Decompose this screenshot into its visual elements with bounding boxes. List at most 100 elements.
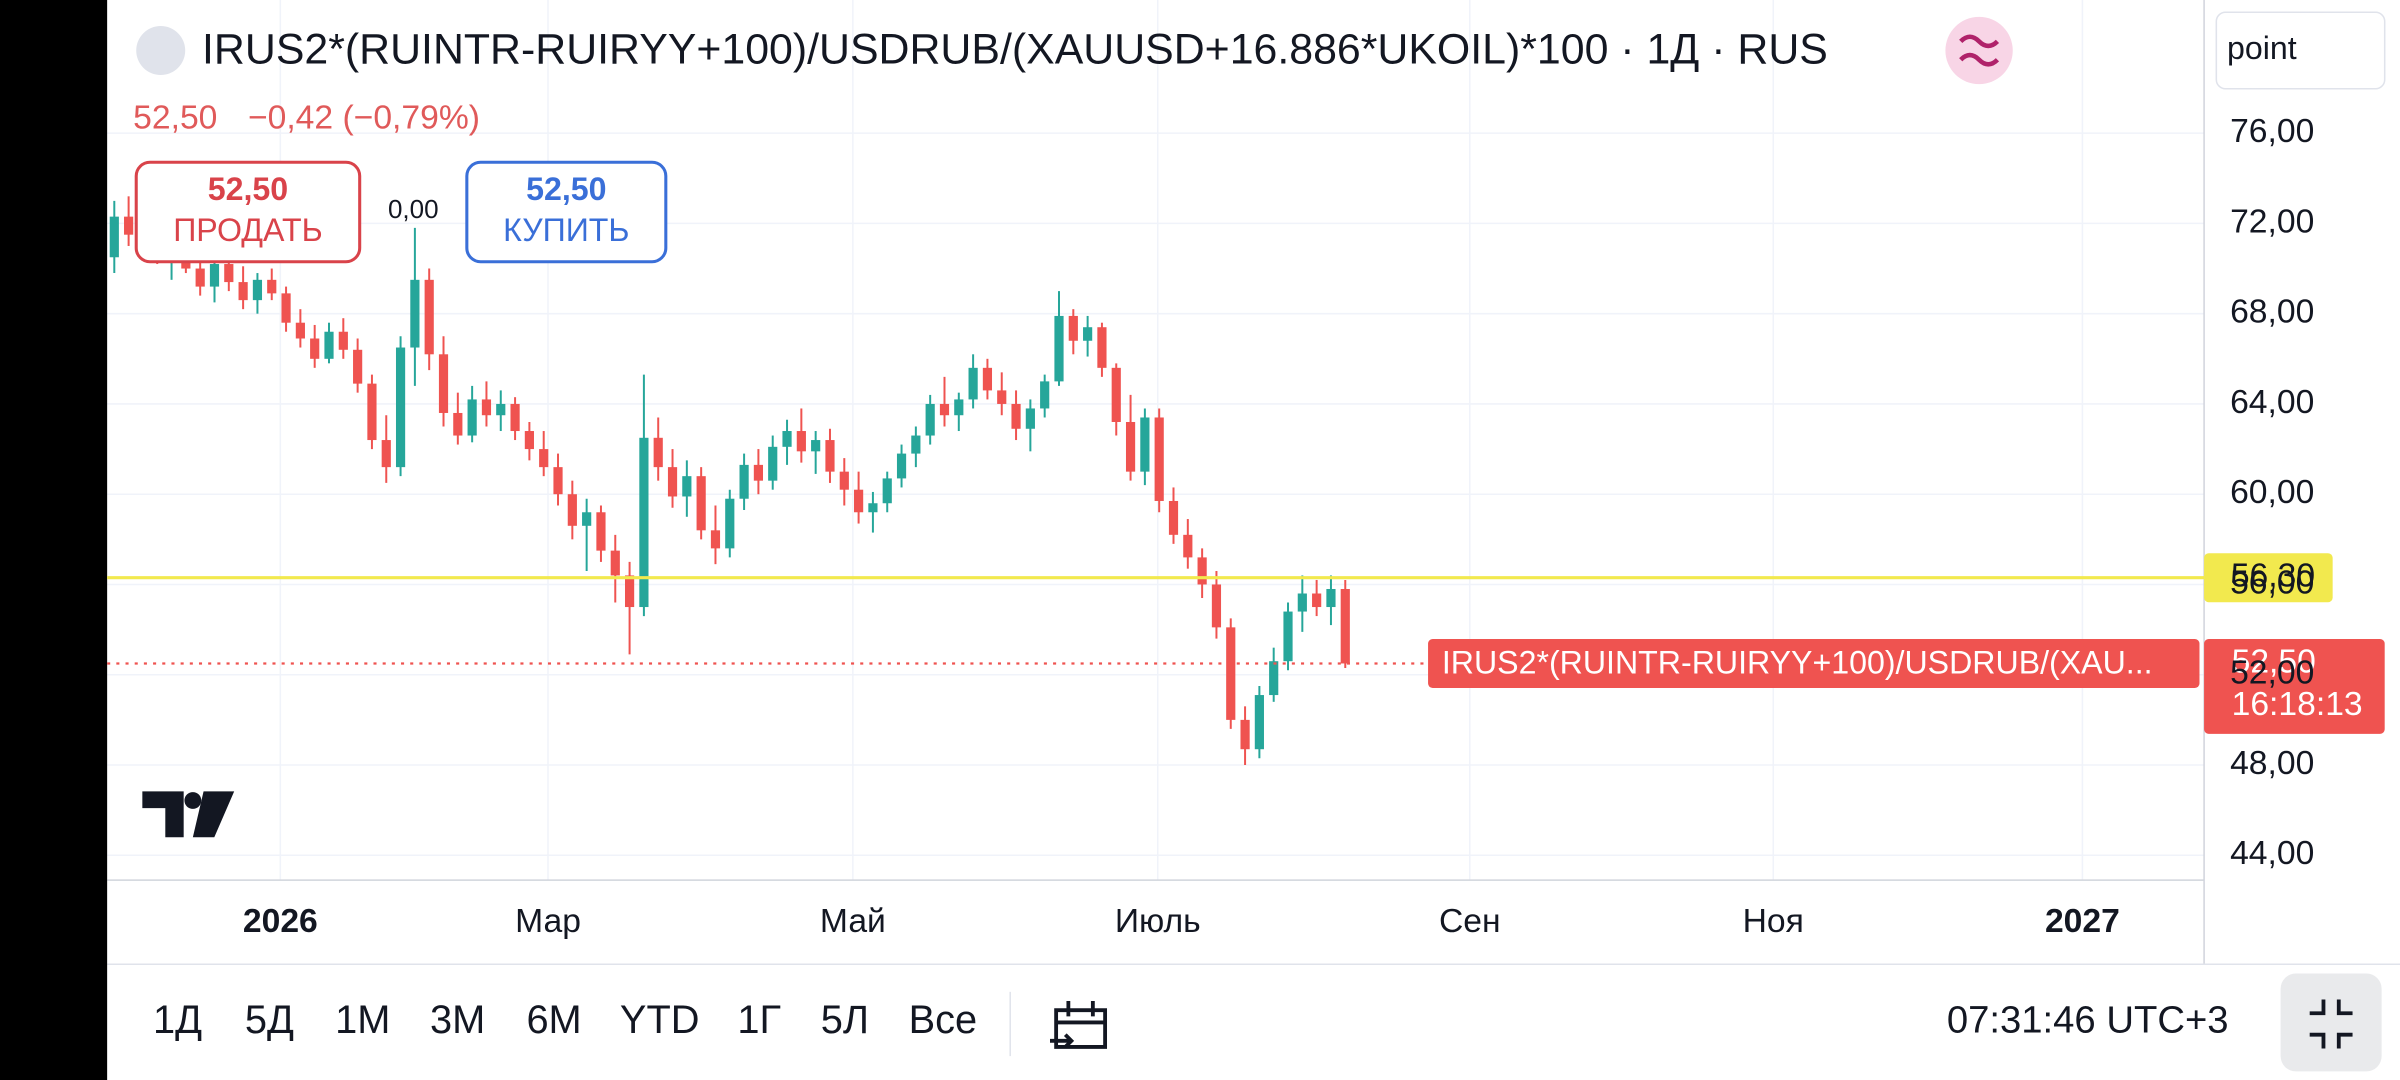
candle-body — [1054, 315, 1064, 382]
candle-body — [925, 403, 935, 436]
candle-body — [381, 440, 391, 468]
range-button[interactable]: YTD — [620, 998, 700, 1042]
candle-body — [1011, 403, 1021, 429]
overlay: 56,30 IRUS2*(RUINTR-RUIRYY+100)/USDRUB/(X… — [107, 553, 2385, 734]
candle-body — [395, 347, 406, 468]
candle-body — [1083, 327, 1093, 341]
scale-mode-box[interactable] — [2215, 11, 2386, 90]
y-tick-label: 72,00 — [2230, 203, 2314, 240]
indicator-icon-bg[interactable] — [1945, 16, 2013, 85]
range-button[interactable]: 1М — [335, 998, 390, 1042]
tv-logo-dot[interactable] — [184, 792, 202, 809]
y-tick-label: 64,00 — [2230, 384, 2314, 421]
candle-body — [768, 446, 778, 481]
symbol-icon[interactable] — [136, 26, 186, 75]
candle-body — [982, 367, 993, 391]
candle-body — [911, 435, 921, 454]
candle-body — [367, 383, 377, 441]
scale-mode[interactable]: point — [2227, 30, 2297, 66]
calendar-icon[interactable] — [1050, 1001, 1108, 1049]
candle-body — [882, 478, 892, 504]
level-label: 56,30 — [2231, 558, 2315, 595]
candle-body — [1197, 557, 1207, 585]
candle-body — [725, 498, 735, 549]
candle-body — [109, 216, 119, 258]
candle-body — [682, 476, 692, 497]
x-tick-label: Май — [820, 903, 886, 940]
candle-body — [839, 471, 849, 490]
candle-body — [896, 453, 907, 479]
candle-body — [1183, 534, 1193, 558]
sell-price[interactable]: 52,50 — [208, 171, 288, 207]
sell-button[interactable] — [134, 160, 362, 264]
candle-body — [224, 264, 234, 283]
candle-body — [510, 403, 520, 432]
candle-body — [496, 403, 506, 416]
candle-body — [582, 512, 592, 526]
x-tick-label: Мар — [515, 903, 581, 940]
candle-body — [1297, 593, 1307, 612]
candle-body — [610, 550, 620, 576]
range-button[interactable]: 6М — [526, 998, 581, 1042]
candle-body — [653, 437, 663, 468]
candle-body — [1254, 695, 1264, 750]
sell-label[interactable]: ПРОДАТЬ — [173, 212, 322, 248]
tv-logo[interactable] — [142, 791, 235, 838]
candle-body — [1312, 593, 1322, 608]
candle-body — [1340, 588, 1350, 664]
indicator-icon-glyph[interactable] — [1959, 34, 2000, 67]
candle-body — [567, 494, 577, 526]
candle-body — [868, 503, 878, 513]
calendar-glyph[interactable] — [1054, 1001, 1108, 1049]
range-button[interactable]: Все — [909, 998, 978, 1042]
candle-body — [1068, 315, 1078, 341]
buy-label[interactable]: КУПИТЬ — [503, 212, 629, 248]
candle-body — [310, 338, 320, 359]
buy-button[interactable] — [465, 160, 668, 264]
candle-body — [753, 464, 764, 481]
candle-body — [267, 279, 277, 294]
fullscreen-glyph[interactable] — [2309, 999, 2353, 1049]
candle-body — [1140, 417, 1150, 472]
candle-body — [238, 282, 248, 301]
candle-body — [195, 268, 205, 287]
fullscreen-button[interactable] — [2280, 973, 2382, 1072]
candle-body — [1154, 417, 1164, 501]
candle-body — [596, 512, 606, 551]
candle-body — [739, 464, 749, 499]
last-price: 52,50 — [133, 99, 217, 136]
candle-body — [424, 279, 434, 355]
range-button[interactable]: 5Л — [821, 998, 869, 1042]
range-button[interactable]: 5Д — [245, 998, 294, 1042]
candle-body — [1226, 627, 1236, 720]
candle-body — [696, 476, 706, 531]
indicator-icon[interactable] — [1945, 16, 2013, 85]
candle-body — [338, 331, 348, 350]
candle-body — [782, 431, 792, 447]
candle-body — [124, 216, 134, 235]
y-tick-label: 56,00 — [2230, 564, 2314, 601]
candle-body — [854, 489, 864, 513]
last-price-label: 52,50 — [2232, 643, 2316, 680]
candle-body — [324, 331, 334, 359]
range-button[interactable]: 1Д — [153, 998, 202, 1042]
y-tick-label: 60,00 — [2230, 474, 2314, 511]
candle-body — [939, 403, 950, 416]
y-tick-label: 44,00 — [2230, 835, 2314, 872]
buy-price[interactable]: 52,50 — [526, 171, 606, 207]
candle-body — [524, 431, 534, 450]
last-price-countdown: 16:18:13 — [2232, 686, 2363, 723]
candle-body — [1211, 584, 1222, 628]
x-tick-label: 2027 — [2045, 903, 2120, 940]
y-tick-label: 76,00 — [2230, 113, 2314, 150]
candle-body — [968, 367, 978, 400]
candle-body — [1168, 500, 1179, 535]
calendar-arrow[interactable] — [1050, 1033, 1075, 1049]
candle-body — [1326, 588, 1336, 608]
range-button[interactable]: 1Г — [737, 998, 781, 1042]
symbol-title[interactable]: IRUS2*(RUINTR-RUIRYY+100)/USDRUB/(XAUUSD… — [202, 25, 1828, 73]
grid — [107, 0, 2205, 881]
range-button[interactable]: 3М — [430, 998, 485, 1042]
